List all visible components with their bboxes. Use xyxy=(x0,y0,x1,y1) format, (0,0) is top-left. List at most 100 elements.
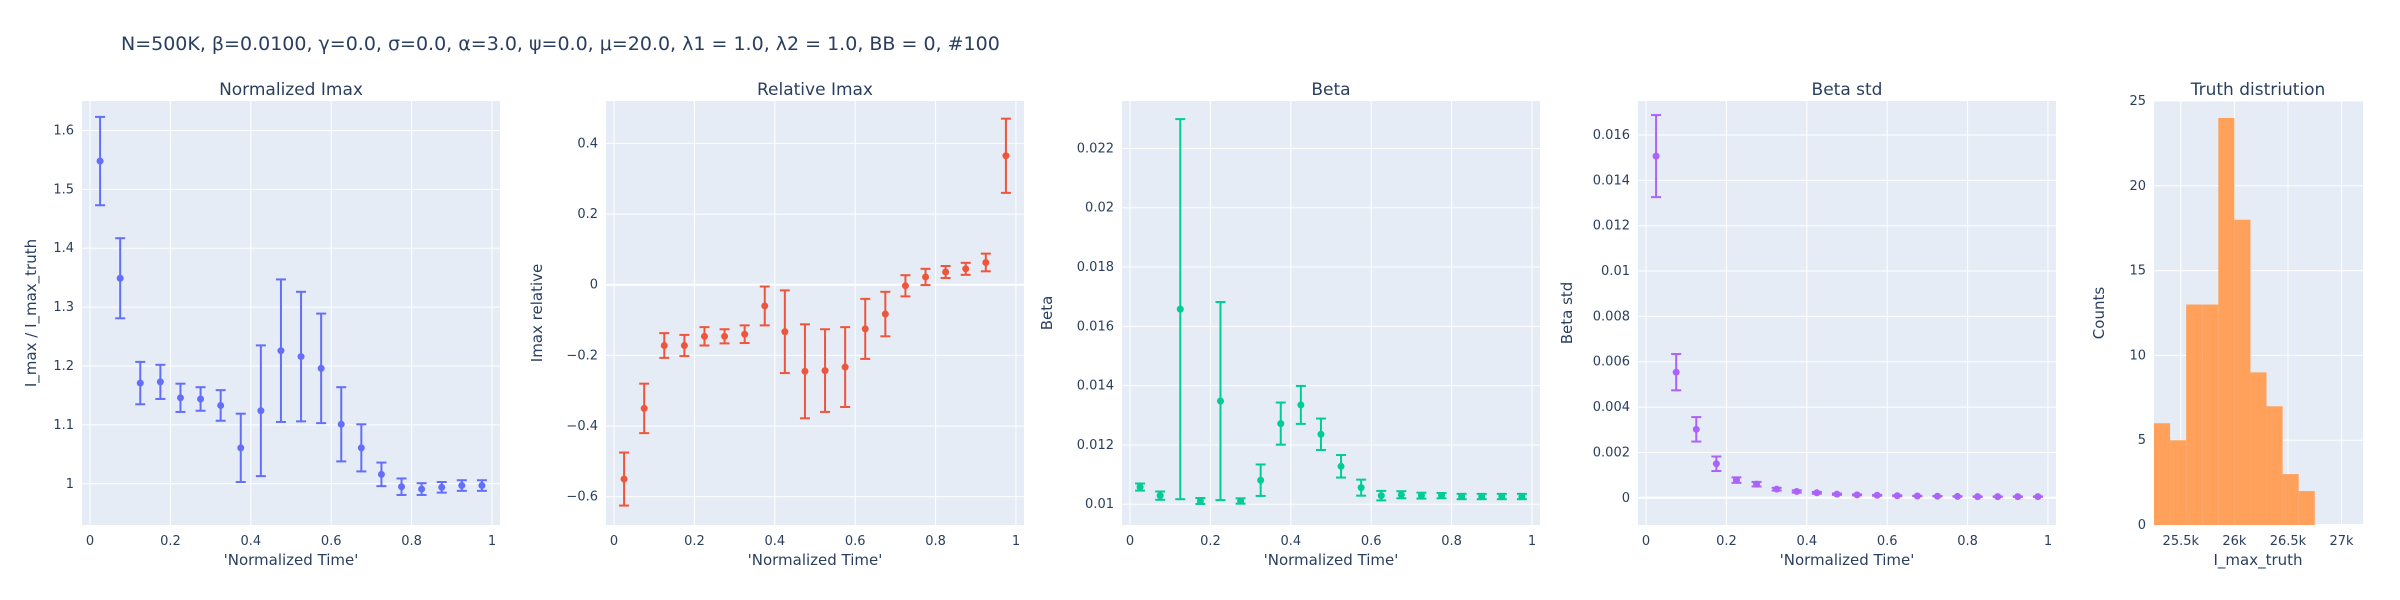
data-point xyxy=(1002,152,1010,160)
y-axis-label: I_max / I_max_truth xyxy=(22,239,41,387)
grid xyxy=(1638,101,2056,525)
data-point xyxy=(1397,491,1405,499)
x-tick-label: 0 xyxy=(86,534,94,549)
x-tick-label: 0.2 xyxy=(1200,534,1221,549)
plot-area xyxy=(82,101,500,525)
data-point xyxy=(96,157,104,165)
histogram-bar xyxy=(2170,440,2187,525)
data-point xyxy=(1873,491,1881,499)
x-tick-label: 0.8 xyxy=(1957,534,1978,549)
x-tick-label: 1 xyxy=(2044,534,2052,549)
data-point xyxy=(1257,476,1265,484)
y-tick-label: 20 xyxy=(2129,179,2146,194)
data-point xyxy=(1136,483,1144,491)
data-point xyxy=(761,302,769,310)
panel-truth-distribution: 25.5k 26k 26.5k 27k 0 5 10 15 20 25 Truth distri… xyxy=(2090,80,2363,570)
data-point xyxy=(438,483,446,491)
x-tick-labels: 0 0.2 0.4 0.6 0.8 1 xyxy=(1642,534,2052,549)
data-point xyxy=(1974,493,1982,501)
y-tick-label: 1.3 xyxy=(53,300,74,315)
data-point xyxy=(721,332,729,340)
y-tick-label: 0.014 xyxy=(1077,379,1114,394)
data-point xyxy=(1753,480,1761,488)
y-axis-label: Counts xyxy=(2090,287,2108,340)
y-tick-label: 0 xyxy=(2138,518,2146,533)
data-point xyxy=(781,328,789,336)
x-axis-label: 'Normalized Time' xyxy=(748,551,883,569)
data-point xyxy=(1954,492,1962,500)
y-tick-labels: 0 5 10 15 20 25 xyxy=(2129,94,2146,533)
x-tick-label: 0 xyxy=(1126,534,1134,549)
histogram-bar xyxy=(2282,474,2299,525)
x-tick-label: 0.6 xyxy=(1361,534,1382,549)
data-point xyxy=(1237,497,1245,505)
y-tick-labels: 0 0.002 0.004 0.006 0.008 0.01 0.012 0.014 0.016 xyxy=(1593,128,1630,506)
histogram-bar xyxy=(2266,406,2283,525)
data-point xyxy=(1853,491,1861,499)
data-point xyxy=(1498,493,1506,501)
y-tick-label: 1.6 xyxy=(53,123,74,138)
data-point xyxy=(197,395,205,403)
x-axis-label: 'Normalized Time' xyxy=(1264,551,1399,569)
y-tick-label: 1 xyxy=(66,477,74,492)
data-point xyxy=(1712,460,1720,468)
data-point xyxy=(1196,497,1204,505)
x-tick-label: 1 xyxy=(1528,534,1536,549)
histogram-bar xyxy=(2218,117,2235,526)
y-tick-label: 0.2 xyxy=(577,207,598,222)
data-point xyxy=(942,268,950,276)
x-axis-label: 'Normalized Time' xyxy=(1780,551,1915,569)
y-axis-label: Beta std xyxy=(1558,282,1576,345)
plot-area xyxy=(606,101,1024,525)
histogram-bar xyxy=(2250,372,2267,525)
x-tick-label: 25.5k xyxy=(2163,534,2200,549)
data-point xyxy=(237,444,245,452)
x-tick-label: 0.2 xyxy=(1716,534,1737,549)
panel-title: Beta xyxy=(1311,80,1350,100)
data-point xyxy=(478,482,486,490)
data-point xyxy=(1813,489,1821,497)
x-tick-label: 0.4 xyxy=(764,534,785,549)
data-point xyxy=(1893,492,1901,500)
y-tick-labels: −0.6 −0.4 −0.2 0 0.2 0.4 xyxy=(566,136,598,504)
histogram-bar xyxy=(2234,219,2251,525)
markers xyxy=(95,115,487,496)
data-point xyxy=(1478,493,1486,501)
y-tick-label: 0.004 xyxy=(1593,400,1630,415)
data-point xyxy=(741,330,749,338)
y-tick-label: 0.01 xyxy=(1601,264,1630,279)
y-tick-label: 0.4 xyxy=(577,136,598,151)
data-point xyxy=(841,363,849,371)
y-tick-label: 0.008 xyxy=(1593,309,1630,324)
x-tick-label: 0.2 xyxy=(684,534,705,549)
panel-title: Truth distriution xyxy=(2190,80,2326,100)
data-point xyxy=(1793,487,1801,495)
y-tick-label: −0.6 xyxy=(566,490,598,505)
data-point xyxy=(277,347,285,355)
grid xyxy=(606,101,1024,525)
x-tick-label: 0.4 xyxy=(240,534,261,549)
x-tick-label: 0.4 xyxy=(1796,534,1817,549)
data-point xyxy=(680,342,688,350)
x-tick-label: 0.8 xyxy=(401,534,422,549)
y-tick-label: 1.5 xyxy=(53,182,74,197)
markers xyxy=(619,117,1011,507)
data-point xyxy=(1216,397,1224,405)
data-point xyxy=(1337,462,1345,470)
x-tick-label: 0.6 xyxy=(1877,534,1898,549)
y-tick-label: 0.02 xyxy=(1085,201,1114,216)
markers xyxy=(1651,114,2043,501)
data-point xyxy=(1994,493,2002,501)
panel-title: Normalized Imax xyxy=(219,80,363,100)
x-tick-label: 0.6 xyxy=(845,534,866,549)
data-point xyxy=(861,325,869,333)
x-tick-label: 0.8 xyxy=(925,534,946,549)
data-point xyxy=(620,475,628,483)
y-tick-label: −0.4 xyxy=(566,419,598,434)
histogram-bar xyxy=(2298,491,2315,525)
x-tick-labels: 0 0.2 0.4 0.6 0.8 1 xyxy=(610,534,1020,549)
data-point xyxy=(257,407,265,415)
data-point xyxy=(1732,476,1740,484)
y-tick-label: 0.022 xyxy=(1077,141,1114,156)
